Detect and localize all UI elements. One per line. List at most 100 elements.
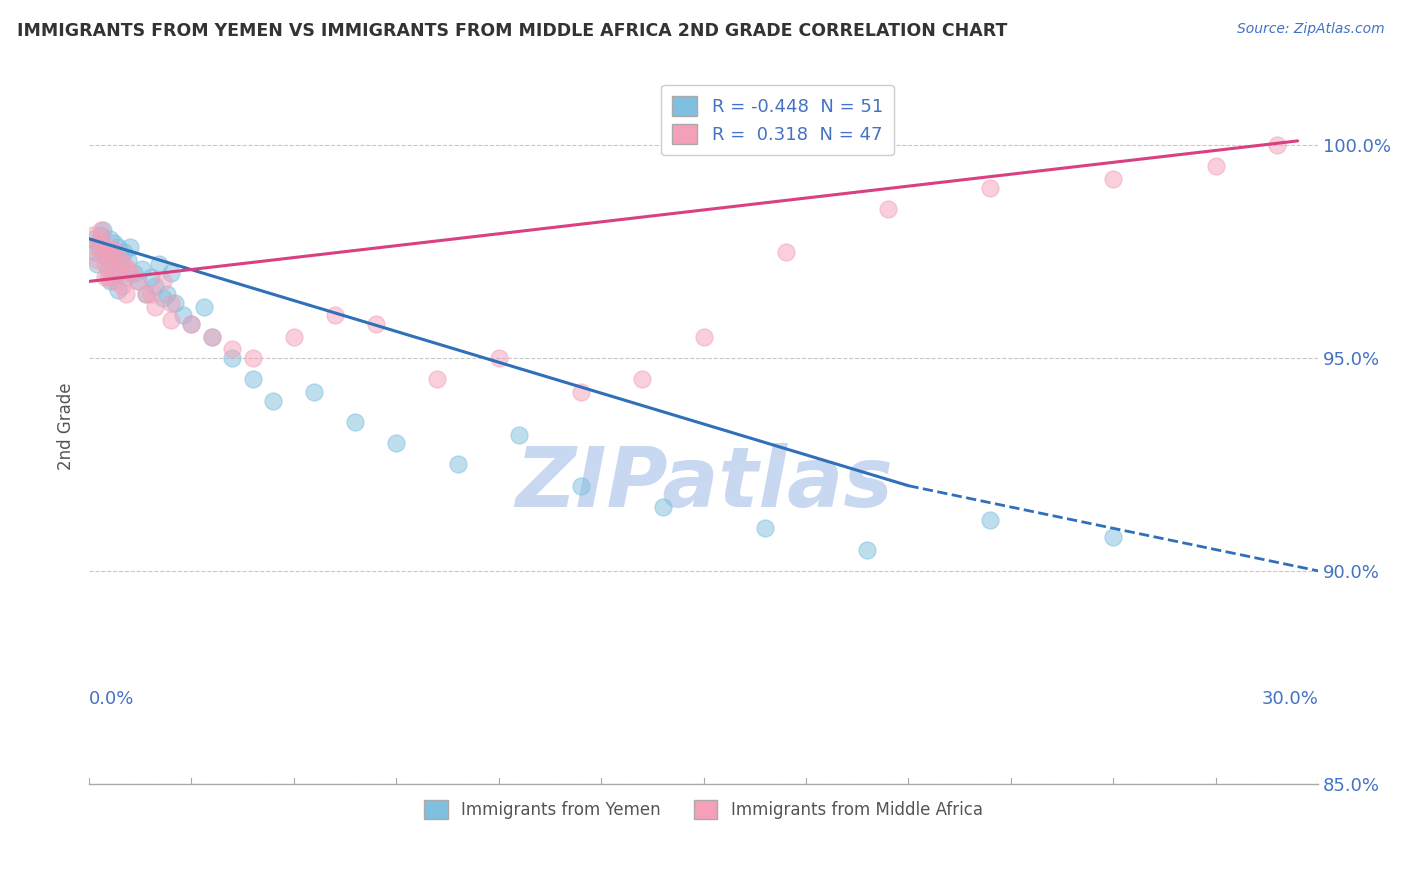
Point	[131, 261, 153, 276]
Point	[262, 393, 284, 408]
Text: Source: ZipAtlas.com: Source: ZipAtlas.com	[1237, 22, 1385, 37]
Point	[651, 500, 673, 514]
Point	[160, 266, 183, 280]
Point	[201, 329, 224, 343]
Point	[180, 317, 202, 331]
Point	[98, 249, 121, 263]
Point	[89, 240, 111, 254]
Point	[86, 253, 108, 268]
Point	[143, 278, 166, 293]
Point	[100, 261, 122, 276]
Point	[117, 253, 139, 268]
Point	[364, 317, 387, 331]
Point	[86, 257, 108, 271]
Point	[100, 253, 122, 268]
Point	[160, 312, 183, 326]
Point	[152, 292, 174, 306]
Point	[89, 235, 111, 250]
Text: 0.0%: 0.0%	[89, 690, 135, 708]
Text: ZIPatlas: ZIPatlas	[515, 442, 893, 524]
Point	[112, 257, 135, 271]
Point	[82, 227, 104, 242]
Point	[569, 385, 592, 400]
Point	[108, 253, 131, 268]
Point	[104, 244, 127, 259]
Point	[90, 227, 112, 242]
Text: 30.0%: 30.0%	[1261, 690, 1319, 708]
Point	[84, 240, 107, 254]
Point	[221, 343, 243, 357]
Point	[172, 309, 194, 323]
Point	[98, 232, 121, 246]
Point	[692, 329, 714, 343]
Point	[1102, 530, 1125, 544]
Point	[94, 270, 117, 285]
Point	[112, 244, 135, 259]
Point	[165, 295, 187, 310]
Point	[94, 249, 117, 263]
Point	[135, 287, 157, 301]
Point	[127, 274, 149, 288]
Point	[139, 287, 162, 301]
Point	[856, 542, 879, 557]
Point	[84, 244, 107, 259]
Point	[1265, 138, 1288, 153]
Point	[385, 436, 408, 450]
Point	[115, 287, 138, 301]
Point	[508, 427, 530, 442]
Point	[82, 232, 104, 246]
Y-axis label: 2nd Grade: 2nd Grade	[58, 383, 75, 470]
Point	[107, 266, 129, 280]
Point	[242, 351, 264, 365]
Point	[323, 309, 346, 323]
Point	[488, 351, 510, 365]
Point	[111, 257, 134, 271]
Legend: Immigrants from Yemen, Immigrants from Middle Africa: Immigrants from Yemen, Immigrants from M…	[418, 793, 990, 825]
Point	[98, 240, 121, 254]
Point	[107, 240, 129, 254]
Point	[143, 300, 166, 314]
Point	[93, 244, 115, 259]
Point	[979, 513, 1001, 527]
Point	[135, 287, 157, 301]
Point	[90, 232, 112, 246]
Point	[877, 202, 900, 216]
Point	[107, 283, 129, 297]
Point	[221, 351, 243, 365]
Point	[104, 266, 127, 280]
Point	[96, 270, 118, 285]
Point	[118, 266, 141, 280]
Point	[94, 257, 117, 271]
Point	[93, 223, 115, 237]
Point	[631, 372, 654, 386]
Point	[127, 274, 149, 288]
Point	[1205, 160, 1227, 174]
Point	[96, 261, 118, 276]
Point	[118, 240, 141, 254]
Point	[122, 266, 145, 280]
Point	[111, 278, 134, 293]
Point	[152, 274, 174, 288]
Point	[201, 329, 224, 343]
Point	[193, 300, 215, 314]
Point	[115, 270, 138, 285]
Point	[754, 521, 776, 535]
Point	[90, 223, 112, 237]
Point	[148, 257, 170, 271]
Point	[160, 295, 183, 310]
Point	[103, 249, 125, 263]
Point	[344, 415, 367, 429]
Point	[979, 180, 1001, 194]
Point	[447, 458, 470, 472]
Point	[139, 270, 162, 285]
Text: IMMIGRANTS FROM YEMEN VS IMMIGRANTS FROM MIDDLE AFRICA 2ND GRADE CORRELATION CHA: IMMIGRANTS FROM YEMEN VS IMMIGRANTS FROM…	[17, 22, 1007, 40]
Point	[242, 372, 264, 386]
Point	[108, 249, 131, 263]
Point	[569, 479, 592, 493]
Point	[98, 274, 121, 288]
Point	[156, 287, 179, 301]
Point	[775, 244, 797, 259]
Point	[304, 385, 326, 400]
Point	[117, 261, 139, 276]
Point	[180, 317, 202, 331]
